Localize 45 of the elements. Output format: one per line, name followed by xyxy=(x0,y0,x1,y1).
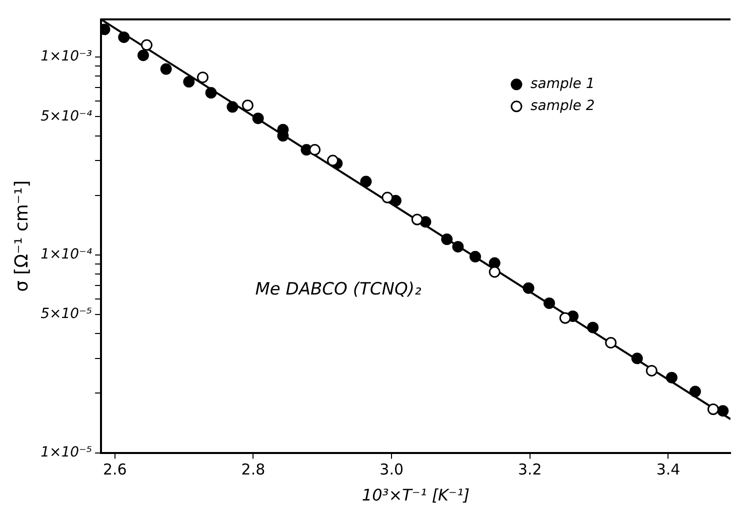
x-tick-label: 2.8 xyxy=(241,460,266,479)
point xyxy=(441,234,453,246)
point xyxy=(382,192,394,204)
y-tick-label: 1×10⁻⁵ xyxy=(40,444,92,460)
x-tick-label: 2.6 xyxy=(102,460,127,479)
y-tick-label: 1×10⁻⁴ xyxy=(40,246,92,263)
point xyxy=(605,336,617,348)
y-tick-label: 5×10⁻⁴ xyxy=(40,108,92,124)
y-axis-title: σ [Ω⁻¹ cm⁻¹] xyxy=(11,180,32,292)
point xyxy=(360,176,372,188)
point xyxy=(205,87,217,99)
x-tick-label: 3.2 xyxy=(518,460,542,479)
point xyxy=(470,250,482,262)
point xyxy=(140,39,152,51)
point xyxy=(118,31,130,43)
point xyxy=(666,372,678,384)
point xyxy=(452,240,464,252)
point xyxy=(309,144,321,156)
point xyxy=(689,386,701,398)
x-tick-label: 3.4 xyxy=(656,460,680,479)
point xyxy=(717,405,729,417)
point xyxy=(488,266,500,278)
legend-label: sample 1 xyxy=(530,76,595,92)
point xyxy=(522,282,534,294)
point xyxy=(411,214,423,226)
x-tick-label: 3.0 xyxy=(380,460,404,479)
point xyxy=(544,297,556,309)
point xyxy=(242,100,254,112)
point xyxy=(559,312,571,324)
point xyxy=(587,322,599,334)
point xyxy=(646,364,658,376)
y-tick-label: 5×10⁻⁵ xyxy=(40,306,92,322)
point xyxy=(138,50,149,62)
point xyxy=(252,112,264,124)
point xyxy=(327,154,339,166)
point xyxy=(707,404,719,415)
y-tick-label: 1×10⁻³ xyxy=(40,48,92,65)
point xyxy=(631,352,643,364)
legend-label: sample 2 xyxy=(530,98,595,114)
point xyxy=(160,63,172,75)
annotation: Me DABCO (TCNQ)₂ xyxy=(255,280,422,300)
point xyxy=(196,72,208,84)
point xyxy=(226,101,238,113)
point xyxy=(183,76,195,88)
x-axis-title: 10³×T⁻¹ [K⁻¹] xyxy=(362,486,470,505)
